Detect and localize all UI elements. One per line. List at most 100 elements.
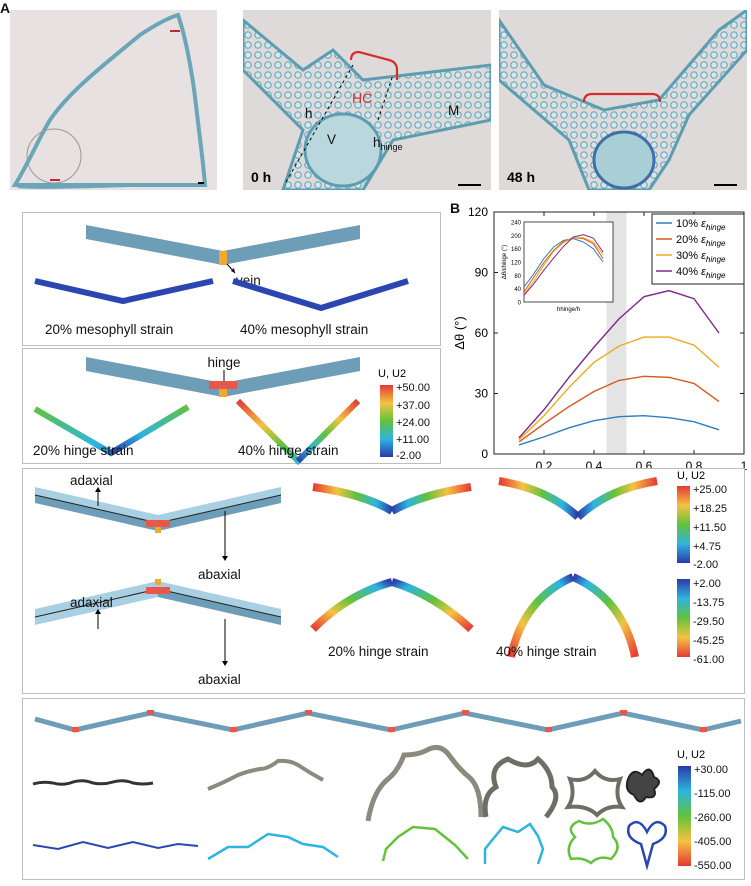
mesophyll-strain-figure: vein 20% mesophyll strain 40% mesophyll … (34, 225, 409, 337)
hinge-plate-left (86, 357, 223, 397)
zigzag-tick-1: -115.00 (694, 788, 731, 800)
adaxial-label-top: adaxial (70, 473, 113, 488)
leaf-cross-section-outline (11, 12, 208, 187)
bilayer-colorbar-top (677, 486, 690, 563)
bilayer-deformed-bottom-20 (310, 578, 394, 632)
colored-shape-1 (32, 840, 199, 851)
inset-y-tick-label: 200 (511, 234, 522, 240)
micrograph-0h: h HC hhinge V M 0 h (243, 10, 491, 190)
bilayer-deformed-bottom-40 (507, 573, 575, 658)
zigzag-tick-4: -550.00 (694, 860, 731, 872)
h-label: h (305, 106, 313, 121)
hinge-legend-tick-2: +24.00 (396, 417, 430, 429)
hinge-legend-tick-1: +37.00 (396, 400, 430, 412)
bilayer-bottom-tick-1: -13.75 (693, 597, 724, 609)
grey-shape-6 (625, 768, 660, 803)
zigzag-tick-2: -260.00 (694, 812, 731, 824)
abaxial-label-bottom: abaxial (198, 672, 241, 687)
inset-series-line-0 (523, 238, 604, 288)
grey-shape-1 (32, 779, 154, 786)
inset-y-label: Δθ/εhinge (°) (502, 245, 508, 279)
colored-shape-2 (207, 832, 339, 861)
bilayer-top-tick-0: +25.00 (693, 484, 727, 496)
bilayer-top-tick-4: -2.00 (693, 559, 718, 571)
inset-series-line-1 (523, 237, 604, 293)
y-tick-label: 120 (468, 205, 488, 219)
vein-element (219, 251, 227, 265)
x-tick-label: 1 (741, 459, 748, 473)
caption-bilayer-20: 20% hinge strain (328, 644, 429, 659)
bilayer-bottom-tick-2: -29.50 (693, 616, 724, 628)
hinge-label: hinge (207, 355, 240, 370)
grey-shape-3 (365, 745, 484, 822)
caption-bilayer-40: 40% hinge strain (496, 644, 597, 659)
panel-letter-a: A (0, 0, 11, 16)
bilayer-bottom-tick-4: -61.00 (693, 654, 724, 666)
m-label: M (448, 103, 459, 118)
y-tick-label: 90 (475, 266, 489, 280)
bilayer-figure: adaxial abaxial adaxial abaxial 20% hing… (34, 470, 727, 687)
caption-mesophyll-40: 40% mesophyll strain (240, 322, 368, 337)
legend-entry-2: 30% εhinge (676, 250, 726, 264)
series-line-3 (518, 289, 720, 439)
bilayer-top-tick-2: +11.50 (693, 522, 726, 534)
legend-entry-0: 10% εhinge (676, 218, 726, 232)
zigzag-tick-0: +30.00 (694, 764, 728, 776)
hinge-legend-title: U, U2 (378, 368, 406, 380)
leaf-plate-right (223, 225, 360, 265)
hinge-colorbar (380, 385, 393, 457)
time-48h: 48 h (507, 169, 535, 185)
inset-y-tick-label: 120 (511, 261, 522, 267)
v-label: V (327, 132, 336, 147)
zigzag-hinges (72, 710, 707, 732)
inset-series-line-2 (523, 237, 604, 295)
legend-box (651, 213, 745, 285)
hc-label: HC (352, 90, 372, 106)
inset-series-line-3 (523, 234, 604, 296)
y-axis-label: Δθ (°) (452, 316, 467, 349)
zigzag-colorbar (678, 766, 691, 866)
legend-entry-3: 40% εhinge (676, 266, 726, 280)
y-tick-label: 0 (481, 447, 488, 461)
abaxial-label-top: abaxial (198, 567, 241, 582)
micrograph-48h: 48 h (499, 10, 747, 190)
hinge-plate-right (223, 357, 360, 397)
grey-shape-2 (207, 758, 324, 791)
grey-shape-4 (482, 755, 559, 819)
colored-shape-6 (627, 820, 667, 871)
y-tick-label: 30 (475, 387, 489, 401)
h-hinge-label: hhinge (373, 135, 403, 152)
inset-y-tick-label: 0 (518, 301, 522, 307)
panel-zigzag: U, U2 +30.00 -115.00 -260.00 -405.00 -55… (22, 698, 745, 880)
caption-hinge-40: 40% hinge strain (238, 443, 339, 458)
inset-y-tick-label: 160 (511, 247, 522, 253)
deformed-leaf-40 (232, 278, 409, 312)
caption-hinge-20: 20% hinge strain (33, 443, 134, 458)
bilayer-legend-title: U, U2 (677, 470, 705, 482)
leaf-plate-left (86, 225, 223, 265)
panel-hinge-strain: hinge 20% hinge strain 40% hinge strain … (22, 348, 441, 466)
y-tick-label: 60 (475, 326, 489, 340)
bilayer-deformed-top-40 (498, 477, 581, 520)
inset-y-tick-label: 80 (514, 274, 521, 280)
hinge-strain-figure: hinge 20% hinge strain 40% hinge strain … (33, 355, 430, 466)
panel-mesophyll-strain: vein 20% mesophyll strain 40% mesophyll … (22, 212, 441, 346)
inset-y-tick-label: 40 (514, 287, 521, 293)
series-line-1 (518, 375, 720, 443)
inset-y-tick-label: 240 (511, 221, 522, 227)
colored-shape-4 (483, 822, 545, 865)
zigzag-tick-3: -405.00 (694, 836, 731, 848)
bilayer-deformed-top-20 (312, 483, 395, 515)
deformed-leaf-20 (34, 278, 214, 305)
panel-bilayer: adaxial abaxial adaxial abaxial 20% hing… (22, 468, 745, 694)
hinge-legend-tick-0: +50.00 (396, 382, 430, 394)
inset-x-label: hhinge/h (557, 307, 580, 313)
bilayer-top-tick-3: +4.75 (693, 541, 721, 553)
adaxial-label-bottom: adaxial (70, 595, 113, 610)
zigzag-figure: U, U2 +30.00 -115.00 -260.00 -405.00 -55… (32, 710, 742, 872)
series-line-2 (518, 336, 720, 441)
bilayer-bottom-tick-3: -45.25 (693, 635, 724, 647)
panel-letter-b: B (450, 200, 461, 216)
